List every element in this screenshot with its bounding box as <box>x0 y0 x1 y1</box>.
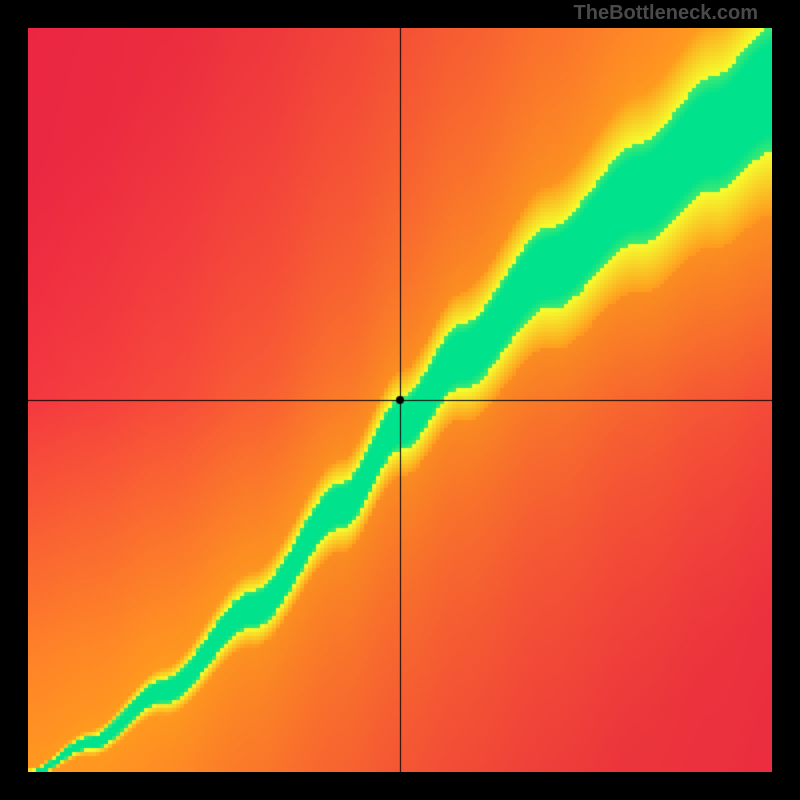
source-watermark: TheBottleneck.com <box>574 2 758 25</box>
bottleneck-heatmap <box>28 28 772 772</box>
chart-container: TheBottleneck.com <box>0 0 800 800</box>
